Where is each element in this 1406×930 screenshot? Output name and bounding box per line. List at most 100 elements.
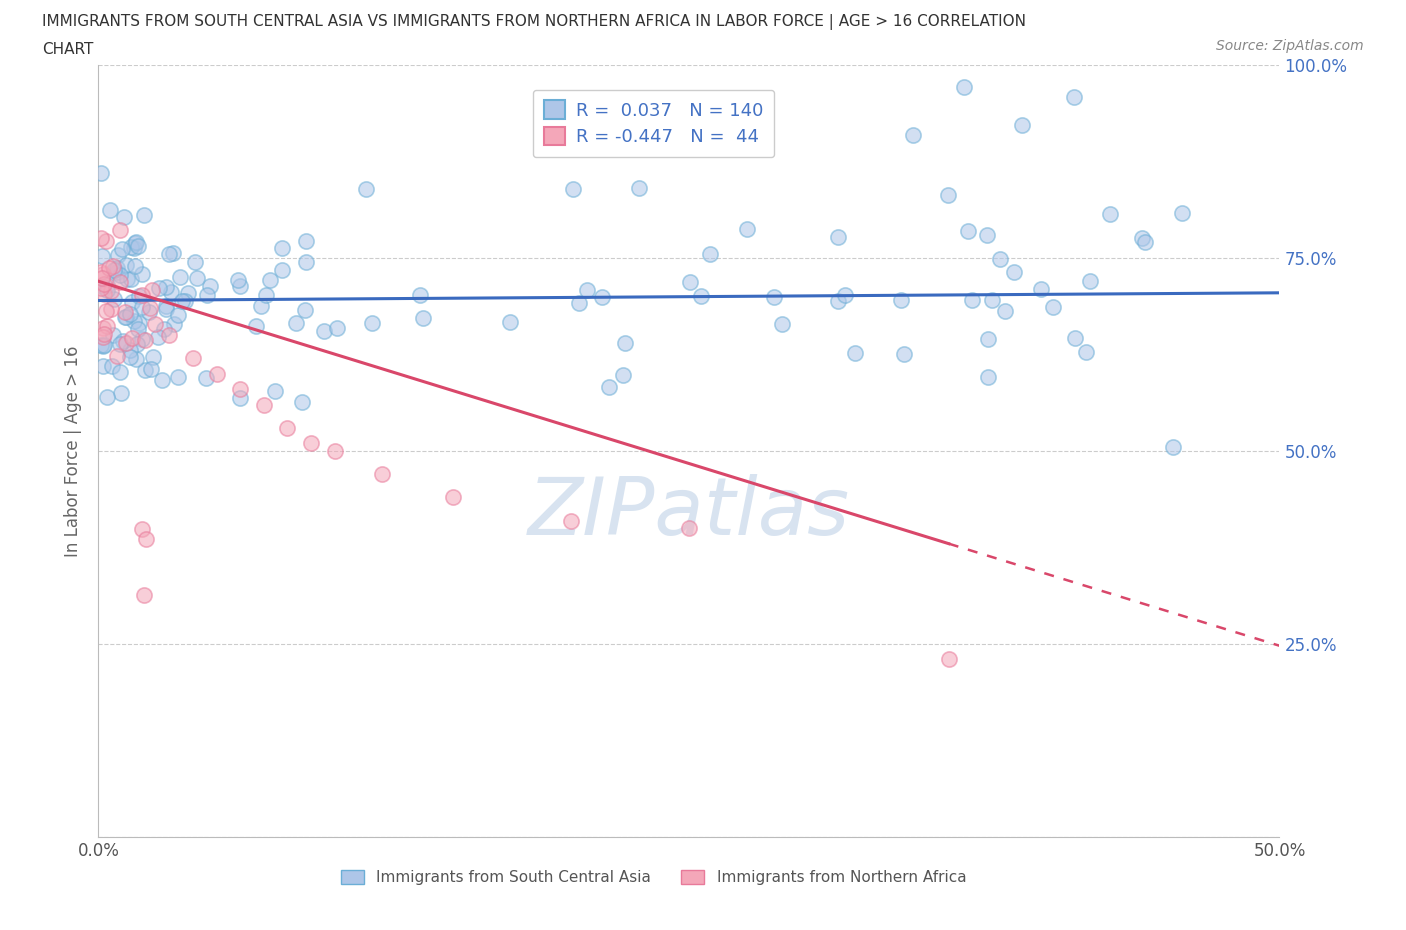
Point [169,270,191,285]
Point [245,319,267,334]
Point [561,181,583,196]
Point [120,350,142,365]
Point [91,339,114,353]
Point [90,166,112,180]
Point [361,315,384,330]
Point [141,362,163,377]
Point [177,286,200,300]
Point [128,315,150,330]
Point [124,352,146,366]
Point [229,391,252,405]
Point [110,386,132,401]
Point [90,231,112,246]
Point [96,283,118,298]
Point [108,337,131,352]
Point [1063,331,1085,346]
Point [250,299,273,313]
Point [194,371,217,386]
Point [994,304,1017,319]
Point [253,397,276,412]
Point [100,284,122,299]
Point [229,382,252,397]
Point [131,521,153,536]
Point [127,322,149,337]
Point [97,261,120,276]
Point [976,227,998,242]
Point [762,289,785,304]
Point [229,279,252,294]
Point [254,287,277,302]
Point [1135,234,1157,249]
Point [163,316,186,331]
Point [1002,265,1025,280]
Point [93,338,115,352]
Point [96,303,118,318]
Point [131,331,153,346]
Point [118,307,141,322]
Point [96,277,118,292]
Text: CHART: CHART [42,42,94,57]
Point [167,308,190,323]
Point [125,337,148,352]
Point [198,279,221,294]
Point [295,233,318,248]
Point [679,274,702,289]
Point [115,310,138,325]
Point [118,342,141,357]
Point [195,288,218,303]
Point [1132,231,1154,246]
Y-axis label: In Labor Force | Age > 16: In Labor Force | Age > 16 [65,345,83,557]
Point [114,310,136,325]
Point [844,345,866,360]
Point [575,283,598,298]
Point [96,318,118,333]
Point [614,336,637,351]
Point [110,365,132,379]
Point [294,303,316,318]
Point [155,280,177,295]
Point [568,296,591,311]
Point [100,301,122,316]
Point [90,248,112,263]
Text: Source: ZipAtlas.com: Source: ZipAtlas.com [1216,39,1364,53]
Point [699,247,721,262]
Point [412,311,434,325]
Point [131,266,153,281]
Point [101,327,124,342]
Point [226,272,249,287]
Point [827,230,849,245]
Point [138,305,160,320]
Point [105,349,128,364]
Point [107,261,129,276]
Point [325,320,347,335]
Text: IMMIGRANTS FROM SOUTH CENTRAL ASIA VS IMMIGRANTS FROM NORTHERN AFRICA IN LABOR F: IMMIGRANTS FROM SOUTH CENTRAL ASIA VS IM… [42,14,1026,30]
Point [124,235,146,250]
Point [1011,117,1033,132]
Point [988,252,1011,267]
Point [560,513,582,528]
Point [115,272,138,286]
Point [124,259,146,273]
Point [409,287,432,302]
Point [127,238,149,253]
Point [499,315,522,330]
Point [121,330,143,345]
Point [299,436,322,451]
Point [134,363,156,378]
Point [101,359,124,374]
Point [90,338,112,352]
Point [108,275,131,290]
Point [827,293,849,308]
Legend: Immigrants from South Central Asia, Immigrants from Northern Africa: Immigrants from South Central Asia, Immi… [335,864,973,891]
Point [107,247,129,262]
Point [890,292,912,307]
Point [134,333,156,348]
Text: ZIPatlas: ZIPatlas [527,473,851,551]
Point [167,369,190,384]
Point [91,278,114,293]
Point [114,305,136,320]
Point [181,351,204,365]
Point [1080,273,1102,288]
Point [143,317,166,332]
Point [160,285,183,299]
